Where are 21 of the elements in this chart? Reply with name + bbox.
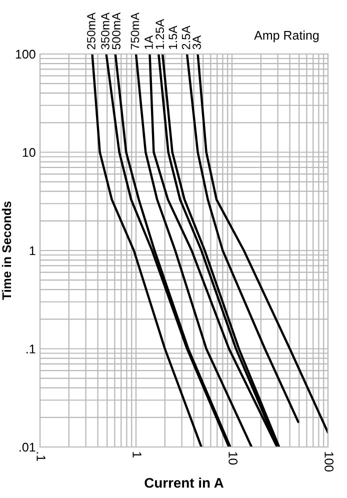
legend-title: Amp Rating bbox=[254, 30, 319, 42]
text: 350mA bbox=[101, 12, 110, 50]
y-tick-label: 1 bbox=[30, 246, 36, 256]
text: 1A bbox=[144, 35, 153, 49]
text: 750mA bbox=[130, 12, 140, 50]
y-tick-label: .1 bbox=[26, 344, 36, 354]
x-tick-label: 10 bbox=[228, 452, 238, 465]
text: 2.5A bbox=[182, 26, 190, 50]
y-axis-title: Time in Seconds bbox=[2, 201, 12, 300]
y-tick-label: 10 bbox=[22, 148, 36, 157]
x-tick-label: 1 bbox=[132, 452, 142, 458]
text: 3A bbox=[192, 35, 201, 50]
x-axis-title: Current in A bbox=[144, 478, 224, 488]
y-tick-label: .01 bbox=[20, 442, 36, 452]
x-tick-label: .1 bbox=[36, 452, 46, 461]
x-tick-label: 100 bbox=[324, 452, 334, 472]
text: 500mA bbox=[112, 12, 120, 50]
y-tick-label: 100 bbox=[16, 50, 36, 59]
text: 250mA bbox=[87, 12, 96, 50]
text: 1.25A bbox=[156, 19, 164, 49]
text: 1.5A bbox=[168, 26, 178, 49]
